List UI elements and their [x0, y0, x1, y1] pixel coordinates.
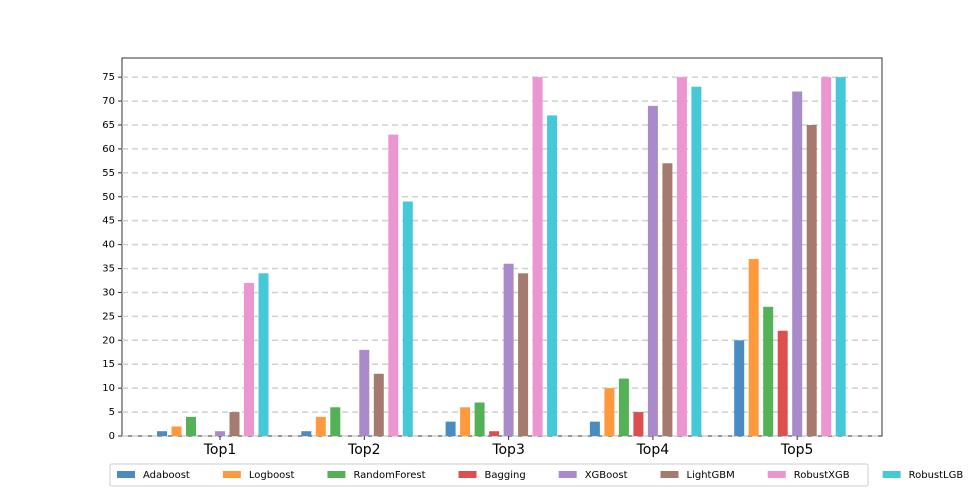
bar [171, 426, 182, 436]
legend-label: XGBoost [585, 470, 628, 481]
y-tick-label: 65 [102, 120, 115, 131]
bar [647, 105, 658, 437]
y-tick-label: 40 [102, 240, 115, 251]
bar [777, 330, 788, 436]
legend-label: RobustXGB [794, 470, 850, 481]
bar [806, 124, 817, 437]
legend: Adaboost Logboost RandomForest Bagging XGBoo… [117, 470, 963, 481]
legend-swatch [882, 471, 901, 478]
bar [359, 349, 370, 436]
legend-swatch [458, 471, 477, 478]
bars [157, 77, 846, 437]
bar [460, 407, 471, 436]
bar [518, 273, 529, 436]
legend-label: RobustLGB [909, 470, 964, 481]
y-tick-label: 35 [102, 264, 115, 275]
bar [748, 258, 759, 436]
x-tick-label: Top2 [347, 442, 381, 458]
y-tick-label: 25 [102, 311, 115, 322]
y-tick-label: 75 [102, 72, 115, 83]
y-tick-label: 5 [109, 407, 115, 418]
bar [373, 373, 384, 436]
bar [157, 431, 167, 436]
bar [258, 273, 269, 436]
bar [604, 388, 615, 436]
x-tick-label: Top4 [636, 442, 670, 458]
bar [792, 91, 803, 437]
legend-swatch [558, 471, 577, 478]
bar [445, 421, 456, 436]
y-tick-label: 10 [102, 383, 115, 394]
bar [676, 77, 687, 436]
bar [589, 421, 600, 436]
bar [402, 201, 413, 436]
x-tick-label: Top1 [203, 442, 237, 458]
bar [315, 416, 326, 436]
bar [763, 306, 774, 436]
bar [532, 77, 543, 436]
y-tick-label: 45 [102, 216, 115, 227]
y-tick-label: 20 [102, 335, 115, 346]
legend-frame [109, 463, 869, 487]
legend-swatch [327, 471, 346, 478]
bar [229, 412, 240, 436]
legend-label: RandomForest [353, 470, 425, 481]
bar [330, 407, 341, 436]
legend-swatch [222, 471, 241, 478]
bar [547, 115, 558, 436]
y-tick-label: 60 [102, 144, 115, 155]
legend-swatch [767, 471, 786, 478]
legend-label: Bagging [485, 470, 526, 481]
bar [489, 431, 500, 436]
y-tick-label: 15 [102, 359, 115, 370]
bar [388, 134, 399, 437]
legend-label: LightGBM [687, 470, 735, 481]
bar [215, 431, 225, 436]
bar [244, 282, 254, 436]
legend-swatch [117, 471, 135, 478]
bar [691, 86, 702, 436]
bar [734, 340, 745, 436]
bar [503, 263, 514, 436]
bar [821, 77, 832, 436]
y-tick-label: 50 [102, 192, 115, 203]
legend-swatch [660, 471, 679, 478]
bar [835, 77, 846, 436]
y-tick-label: 0 [109, 431, 115, 442]
legend-label: Adaboost [143, 470, 190, 481]
bar [618, 378, 629, 436]
y-tick-label: 55 [102, 168, 115, 179]
bar [186, 416, 196, 436]
x-tick-label: Top5 [780, 442, 814, 458]
bar [633, 412, 644, 436]
x-tick-label: Top3 [491, 442, 525, 458]
bar [474, 402, 485, 436]
y-tick-label: 30 [102, 287, 115, 298]
legend-label: Logboost [249, 470, 295, 481]
bar [662, 163, 673, 437]
bar [301, 431, 312, 436]
y-tick-label: 70 [102, 96, 115, 107]
